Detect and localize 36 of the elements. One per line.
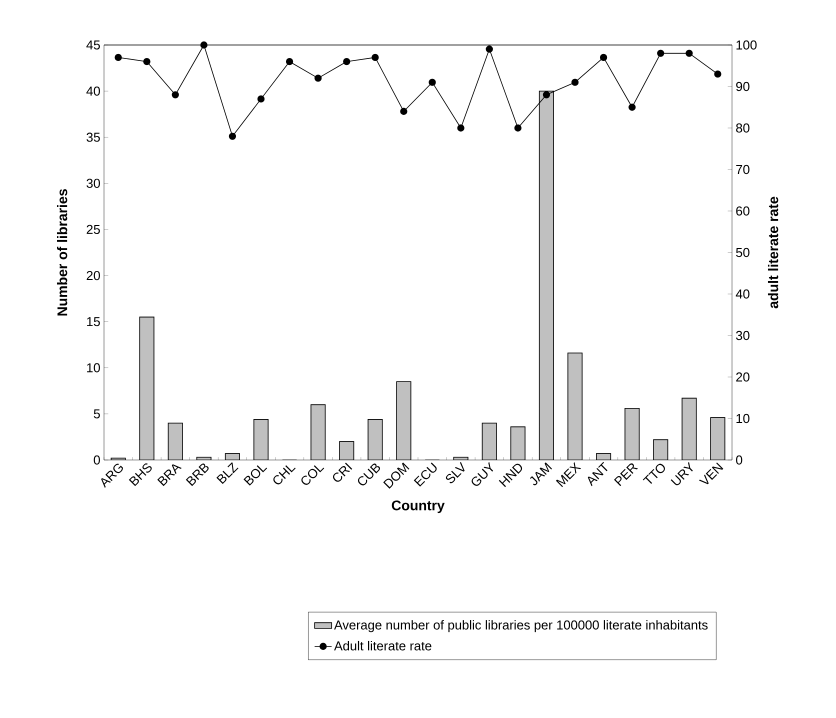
x-axis-title: Country — [392, 500, 445, 514]
y2-tick-label: 80 — [736, 123, 750, 133]
y2-axis-title: adult literate rate — [768, 196, 778, 308]
y2-tick-label: 10 — [736, 414, 750, 424]
x-tick-label: TTO — [642, 464, 665, 484]
x-tick-label: SLV — [446, 462, 465, 484]
y2-tick-label: 70 — [736, 164, 750, 174]
y2-tick-label: 100 — [736, 40, 757, 50]
y2-tick-label: 20 — [736, 372, 750, 382]
x-tick-label: BRA — [157, 464, 182, 486]
x-tick-label: BOL — [244, 465, 268, 486]
y-tick-label: 20 — [86, 270, 100, 280]
legend-label: Average number of public libraries per 100000 literate inhabitants — [334, 620, 708, 632]
y-tick-label: 35 — [86, 132, 100, 142]
y-tick-label: 15 — [87, 317, 100, 326]
y2-tick-label: 60 — [736, 206, 750, 216]
y-tick-label: 0 — [94, 455, 100, 465]
x-tick-label: BLZ — [216, 462, 238, 484]
x-tick-label: COL — [301, 465, 324, 485]
x-tick-label: VEN — [698, 462, 724, 484]
x-tick-label: CUB — [358, 464, 380, 486]
y-axis-title: Number of libraries — [56, 189, 68, 316]
x-tick-label: CHL — [273, 465, 296, 484]
y-tick-label: 25 — [86, 224, 100, 234]
y2-tick-label: 30 — [736, 330, 750, 340]
y2-tick-label: 40 — [736, 289, 750, 299]
y2-tick-label: 0 — [736, 455, 742, 465]
y-tick-label: 10 — [87, 363, 100, 372]
y2-tick-label: 90 — [736, 82, 750, 92]
y-tick-label: 5 — [94, 409, 100, 418]
y-tick-label: 30 — [86, 178, 100, 188]
y-tick-label: 40 — [86, 86, 100, 96]
legend-label: Adult literate rate — [334, 640, 432, 650]
y-tick-label: 45 — [86, 40, 100, 50]
x-tick-label: CRI — [333, 462, 352, 482]
y2-tick-label: 50 — [736, 248, 750, 258]
